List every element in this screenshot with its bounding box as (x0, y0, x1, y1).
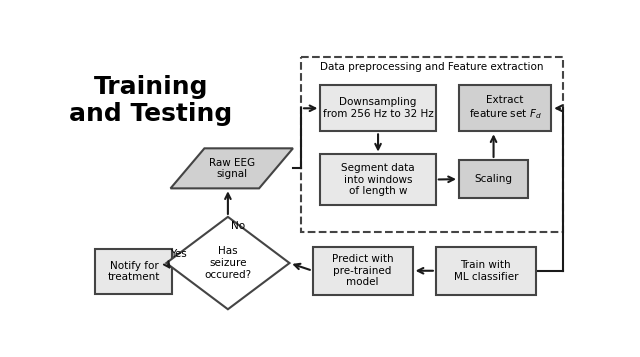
Bar (312, 247, 413, 295)
Text: Scaling: Scaling (474, 174, 513, 184)
Text: Data preprocessing and Feature extraction: Data preprocessing and Feature extractio… (320, 62, 544, 72)
Text: Extract
feature set $F_d$: Extract feature set $F_d$ (468, 95, 541, 121)
Text: Raw EEG
signal: Raw EEG signal (209, 157, 255, 179)
Text: Notify for
treatment: Notify for treatment (108, 261, 160, 282)
Bar (95, 249, 172, 294)
Bar (320, 85, 436, 131)
Text: Segment data
into windows
of length w: Segment data into windows of length w (341, 163, 415, 196)
Text: Training
and Testing: Training and Testing (69, 75, 232, 126)
Text: Downsampling
from 256 Hz to 32 Hz: Downsampling from 256 Hz to 32 Hz (323, 97, 433, 119)
Bar (459, 85, 551, 131)
Text: Has
seizure
occured?: Has seizure occured? (204, 246, 252, 280)
Polygon shape (170, 148, 293, 188)
Bar (301, 57, 563, 232)
Bar (436, 247, 536, 295)
Bar (320, 155, 436, 205)
Text: Yes: Yes (170, 249, 187, 259)
Text: Predict with
pre-trained
model: Predict with pre-trained model (332, 254, 394, 287)
Bar (459, 160, 528, 198)
Text: Train with
ML classifier: Train with ML classifier (454, 260, 518, 282)
Polygon shape (166, 217, 289, 309)
Text: No: No (231, 221, 245, 231)
